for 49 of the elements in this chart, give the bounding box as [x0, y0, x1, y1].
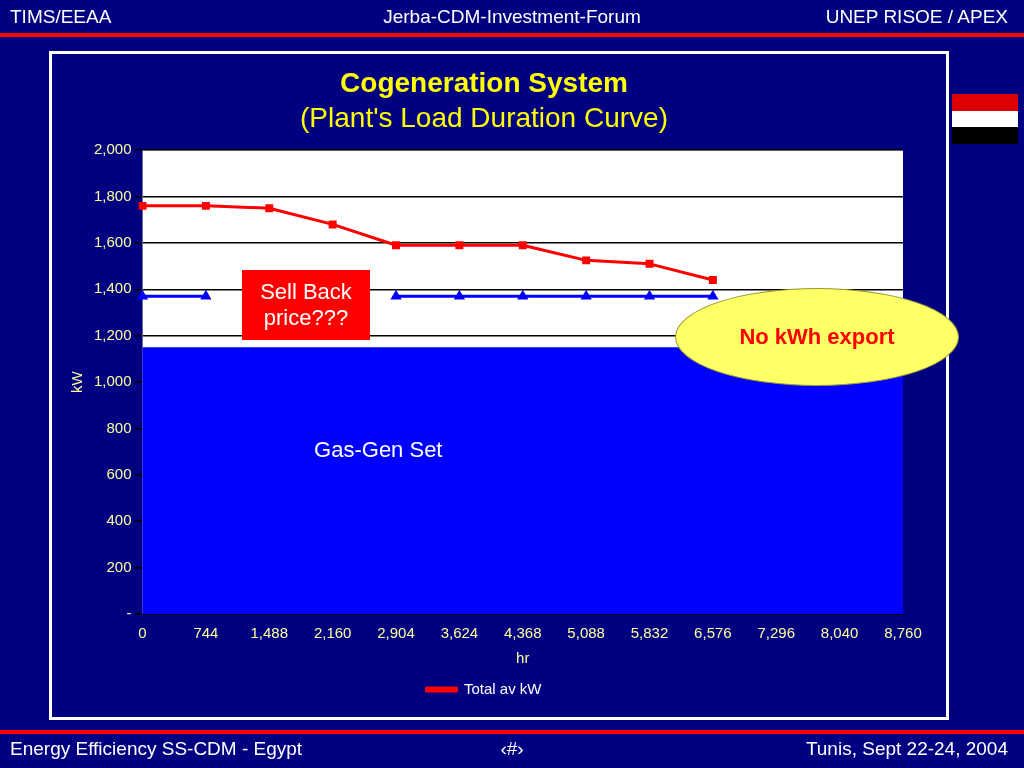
x-tick-label: 6,576: [694, 624, 732, 642]
x-tick-label: 5,088: [567, 624, 605, 642]
note-box: Sell Back price???: [242, 270, 370, 340]
x-tick-label: 2,160: [313, 624, 352, 642]
y-axis-title: kW: [68, 370, 86, 393]
point: [328, 220, 337, 229]
x-tick-label: 2,904: [377, 624, 415, 642]
y-tick-label: 200: [106, 557, 132, 575]
y-tick-label: 1,400: [93, 279, 132, 297]
point: [201, 201, 210, 210]
y-tick-label: 2,000: [93, 140, 132, 158]
x-tick-label: 8,760: [884, 624, 922, 642]
text: TIMS/EEAA: [10, 6, 112, 28]
text: Energy Efficiency SS-CDM - Egypt: [10, 738, 303, 760]
text: Tunis, Sept 22-24, 2004: [805, 738, 1008, 760]
y-tick-label: 1,600: [93, 233, 132, 251]
x-tick-label: 744: [193, 624, 219, 642]
y-tick-label: -: [126, 604, 132, 622]
x-tick-label: 1,488: [250, 624, 289, 642]
band-label: Gas-Gen Set: [314, 436, 443, 462]
point: [138, 291, 148, 300]
annotation: No kWh export: [739, 324, 895, 350]
text: Jerba-CDM-Investment-Forum: [383, 6, 641, 27]
x-tick-label: 8,040: [820, 624, 859, 642]
point: [645, 259, 654, 268]
point: [455, 241, 464, 250]
y-tick-label: 400: [106, 511, 132, 529]
chart-subtitle: (Plant's Load Duration Curve): [300, 102, 668, 134]
x-tick-label: 3,624: [440, 624, 479, 642]
x-tick-label: 4,368: [503, 624, 542, 642]
y-tick-label: 1,000: [93, 372, 132, 390]
text: UNEP RISOE / APEX: [825, 6, 1008, 28]
x-axis-title: hr: [516, 649, 530, 667]
legend-label: Total av kW: [463, 679, 543, 697]
point: [138, 201, 147, 210]
point: [708, 276, 717, 285]
y-tick-label: 800: [106, 418, 132, 436]
point: [518, 241, 527, 250]
point: [582, 256, 591, 265]
chart-title: Cogeneration System: [340, 66, 628, 98]
x-tick-label: 5,832: [630, 624, 669, 642]
x-tick-label: 0: [138, 624, 147, 642]
y-tick-label: 600: [106, 465, 132, 482]
point: [392, 241, 400, 250]
point: [265, 204, 274, 213]
y-tick-label: 1,800: [93, 186, 132, 204]
y-tick-label: 1,200: [93, 325, 132, 343]
text: ‹#›: [500, 738, 524, 759]
x-tick-label: 7,296: [757, 624, 796, 642]
